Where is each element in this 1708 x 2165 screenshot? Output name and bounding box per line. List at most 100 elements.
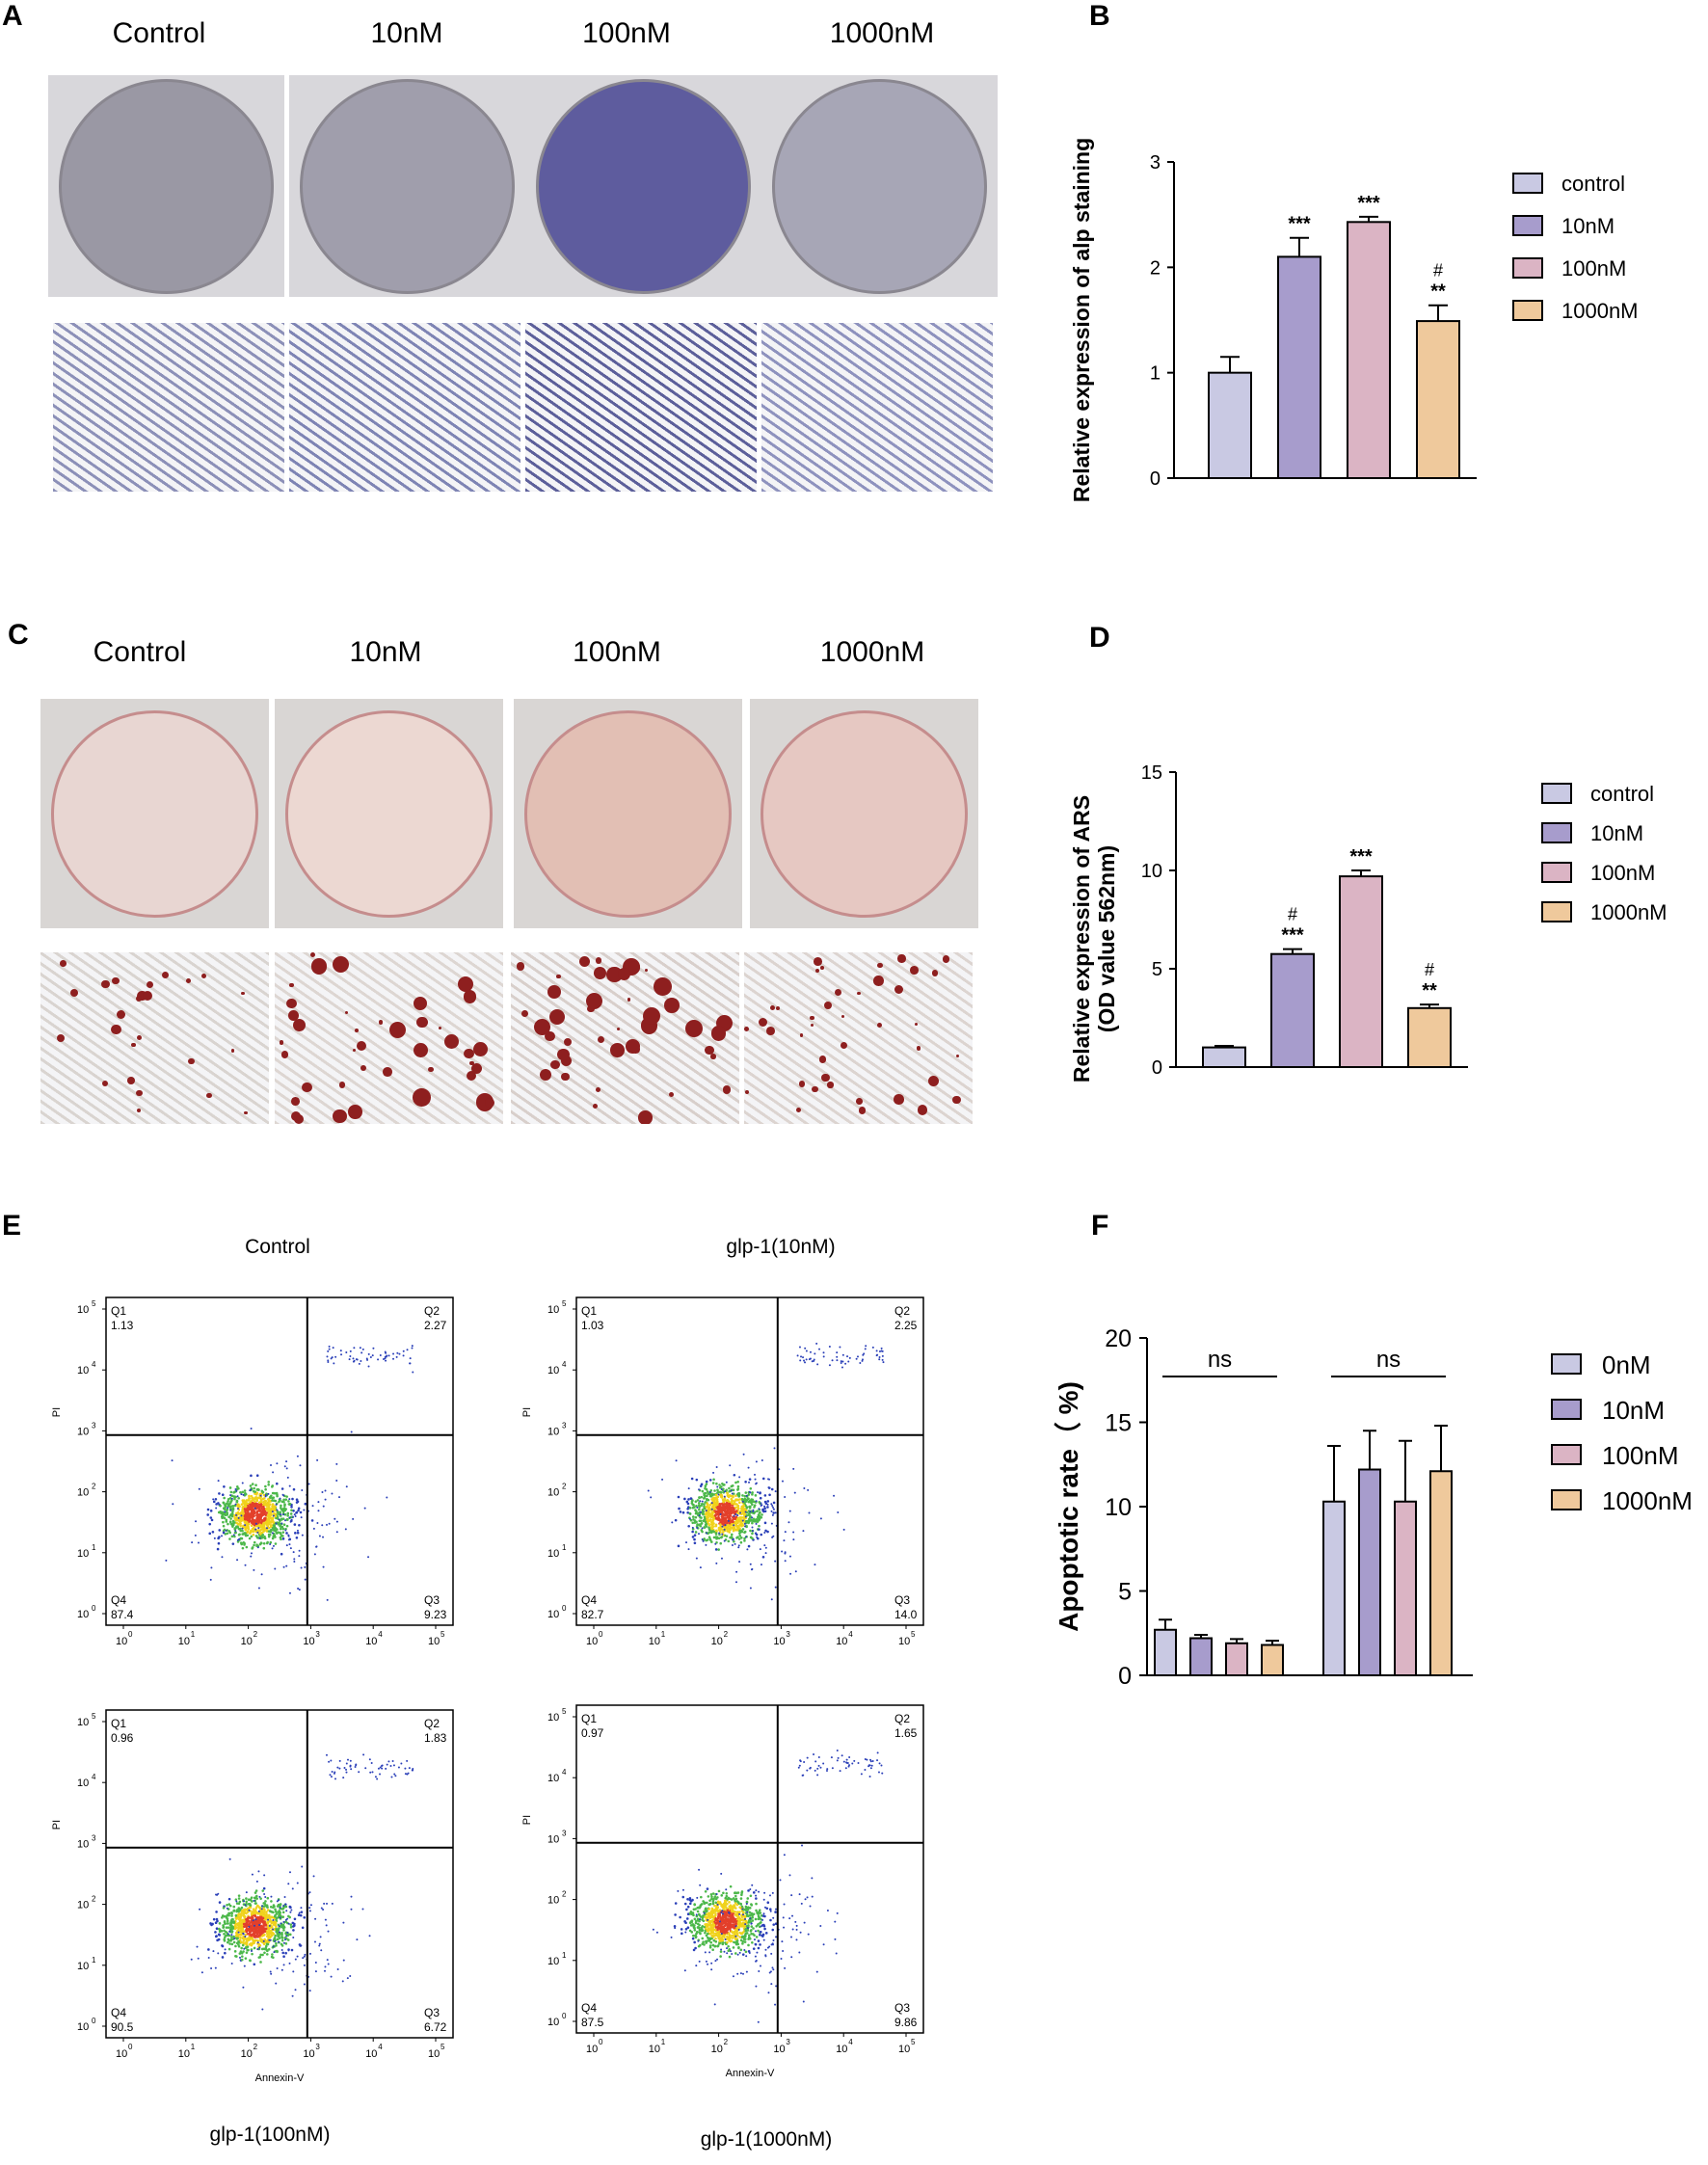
cell-event	[747, 1466, 750, 1469]
cell-event	[730, 1915, 734, 1919]
cell-event	[278, 1910, 280, 1912]
cell-event	[718, 1486, 722, 1489]
quadrant-q4-name: Q4	[581, 1593, 597, 1607]
cell-event	[728, 1915, 731, 1918]
cell-event	[298, 1911, 301, 1914]
cell-event	[258, 1919, 262, 1922]
cell-event	[226, 1904, 228, 1907]
cell-event	[726, 1498, 730, 1502]
x-tick-label: 10	[178, 2048, 190, 2060]
cell-event	[709, 1893, 713, 1896]
cell-event-q2	[385, 1359, 387, 1362]
cell-event	[250, 1916, 253, 1920]
cell-event	[747, 1889, 750, 1892]
cell-event	[273, 1505, 277, 1508]
cell-event	[249, 1484, 253, 1487]
cell-event	[257, 1906, 261, 1909]
cell-event	[251, 1501, 254, 1505]
cell-event	[227, 1507, 229, 1510]
cell-event-q2	[799, 1760, 802, 1763]
cell-event	[693, 1940, 696, 1944]
cell-event	[322, 1909, 325, 1911]
cell-event	[271, 1505, 274, 1509]
flow-cytometry-plot-100nm: Q10.96Q21.83Q36.72Q490.51001011021031041…	[51, 1709, 454, 2084]
y-axis-label-line-0: Relative expression of ARS	[1069, 795, 1094, 1082]
cell-event	[758, 1969, 761, 1972]
cell-event	[265, 1529, 269, 1532]
cell-event	[700, 1529, 704, 1532]
cell-event	[720, 1515, 724, 1518]
cell-event-q2	[343, 1767, 346, 1770]
cell-event	[717, 1537, 721, 1540]
cell-event	[253, 1511, 256, 1514]
cell-event	[258, 1529, 262, 1533]
cell-event	[762, 1923, 765, 1926]
cell-event	[230, 1934, 233, 1937]
cell-event	[734, 1519, 738, 1523]
y-tick-exponent: 3	[562, 1421, 567, 1430]
cell-event	[293, 1922, 296, 1926]
cell-event-q2	[387, 1760, 390, 1763]
cell-event	[274, 1526, 278, 1530]
cell-event	[712, 1530, 716, 1534]
cell-event	[227, 1530, 231, 1533]
cell-event-q2	[393, 1773, 396, 1776]
cell-event	[276, 1938, 280, 1941]
cell-event	[731, 1912, 734, 1916]
x-tick-exponent: 4	[848, 2038, 853, 2046]
cell-event	[716, 1917, 720, 1920]
cell-event	[751, 1521, 754, 1525]
cell-event	[211, 1530, 215, 1534]
cell-event	[694, 1500, 698, 1503]
cell-event	[248, 1519, 252, 1522]
cell-event	[327, 1963, 330, 1965]
cell-event-q2	[371, 1354, 374, 1357]
cell-event	[251, 1933, 254, 1936]
cell-event	[772, 1508, 775, 1510]
cell-event	[242, 1939, 246, 1942]
cell-event-q2	[385, 1767, 387, 1770]
calcified-nodule	[137, 990, 148, 1002]
cell-event	[741, 1519, 744, 1522]
legend-swatch-1000nM	[1541, 901, 1572, 922]
cell-event	[246, 1517, 250, 1521]
cell-event-q2	[367, 1352, 370, 1355]
cell-event	[267, 1483, 271, 1486]
cell-event	[742, 1453, 745, 1456]
cell-event	[346, 1977, 349, 1980]
cell-event	[248, 1933, 252, 1936]
cell-event	[245, 1928, 248, 1932]
cell-event	[715, 1908, 719, 1911]
cell-event	[245, 1545, 249, 1549]
cell-event	[258, 1525, 261, 1528]
cell-event	[246, 1525, 250, 1529]
cell-event	[212, 1950, 215, 1953]
cell-event	[761, 1935, 764, 1938]
cell-event	[716, 1500, 719, 1504]
cell-event	[206, 1508, 210, 1511]
cell-event-q2	[868, 1764, 871, 1767]
y-axis-label: Apoptotic rate（ %)	[1053, 1381, 1083, 1632]
cell-event	[770, 1487, 774, 1491]
cell-event	[715, 1906, 718, 1910]
cell-event	[230, 1930, 233, 1934]
cell-event	[280, 1509, 284, 1512]
cell-event	[768, 1945, 771, 1948]
cell-event	[724, 1896, 728, 1900]
cell-event	[688, 1921, 692, 1925]
calcified-nodule	[545, 1031, 555, 1042]
cell-event	[269, 1496, 272, 1499]
cell-event-q2	[836, 1359, 839, 1362]
calcified-nodule	[593, 1103, 599, 1109]
cell-event	[775, 1985, 778, 1988]
cell-event	[278, 1899, 280, 1902]
cell-event	[767, 1486, 770, 1489]
cell-event	[278, 1518, 280, 1521]
cell-event	[826, 1909, 829, 1911]
cell-event	[227, 1522, 229, 1526]
cell-event	[338, 1496, 341, 1499]
cell-event	[731, 1507, 734, 1510]
cell-event	[734, 1917, 736, 1921]
cell-event	[226, 1513, 229, 1516]
cell-event-q2	[798, 1764, 801, 1767]
